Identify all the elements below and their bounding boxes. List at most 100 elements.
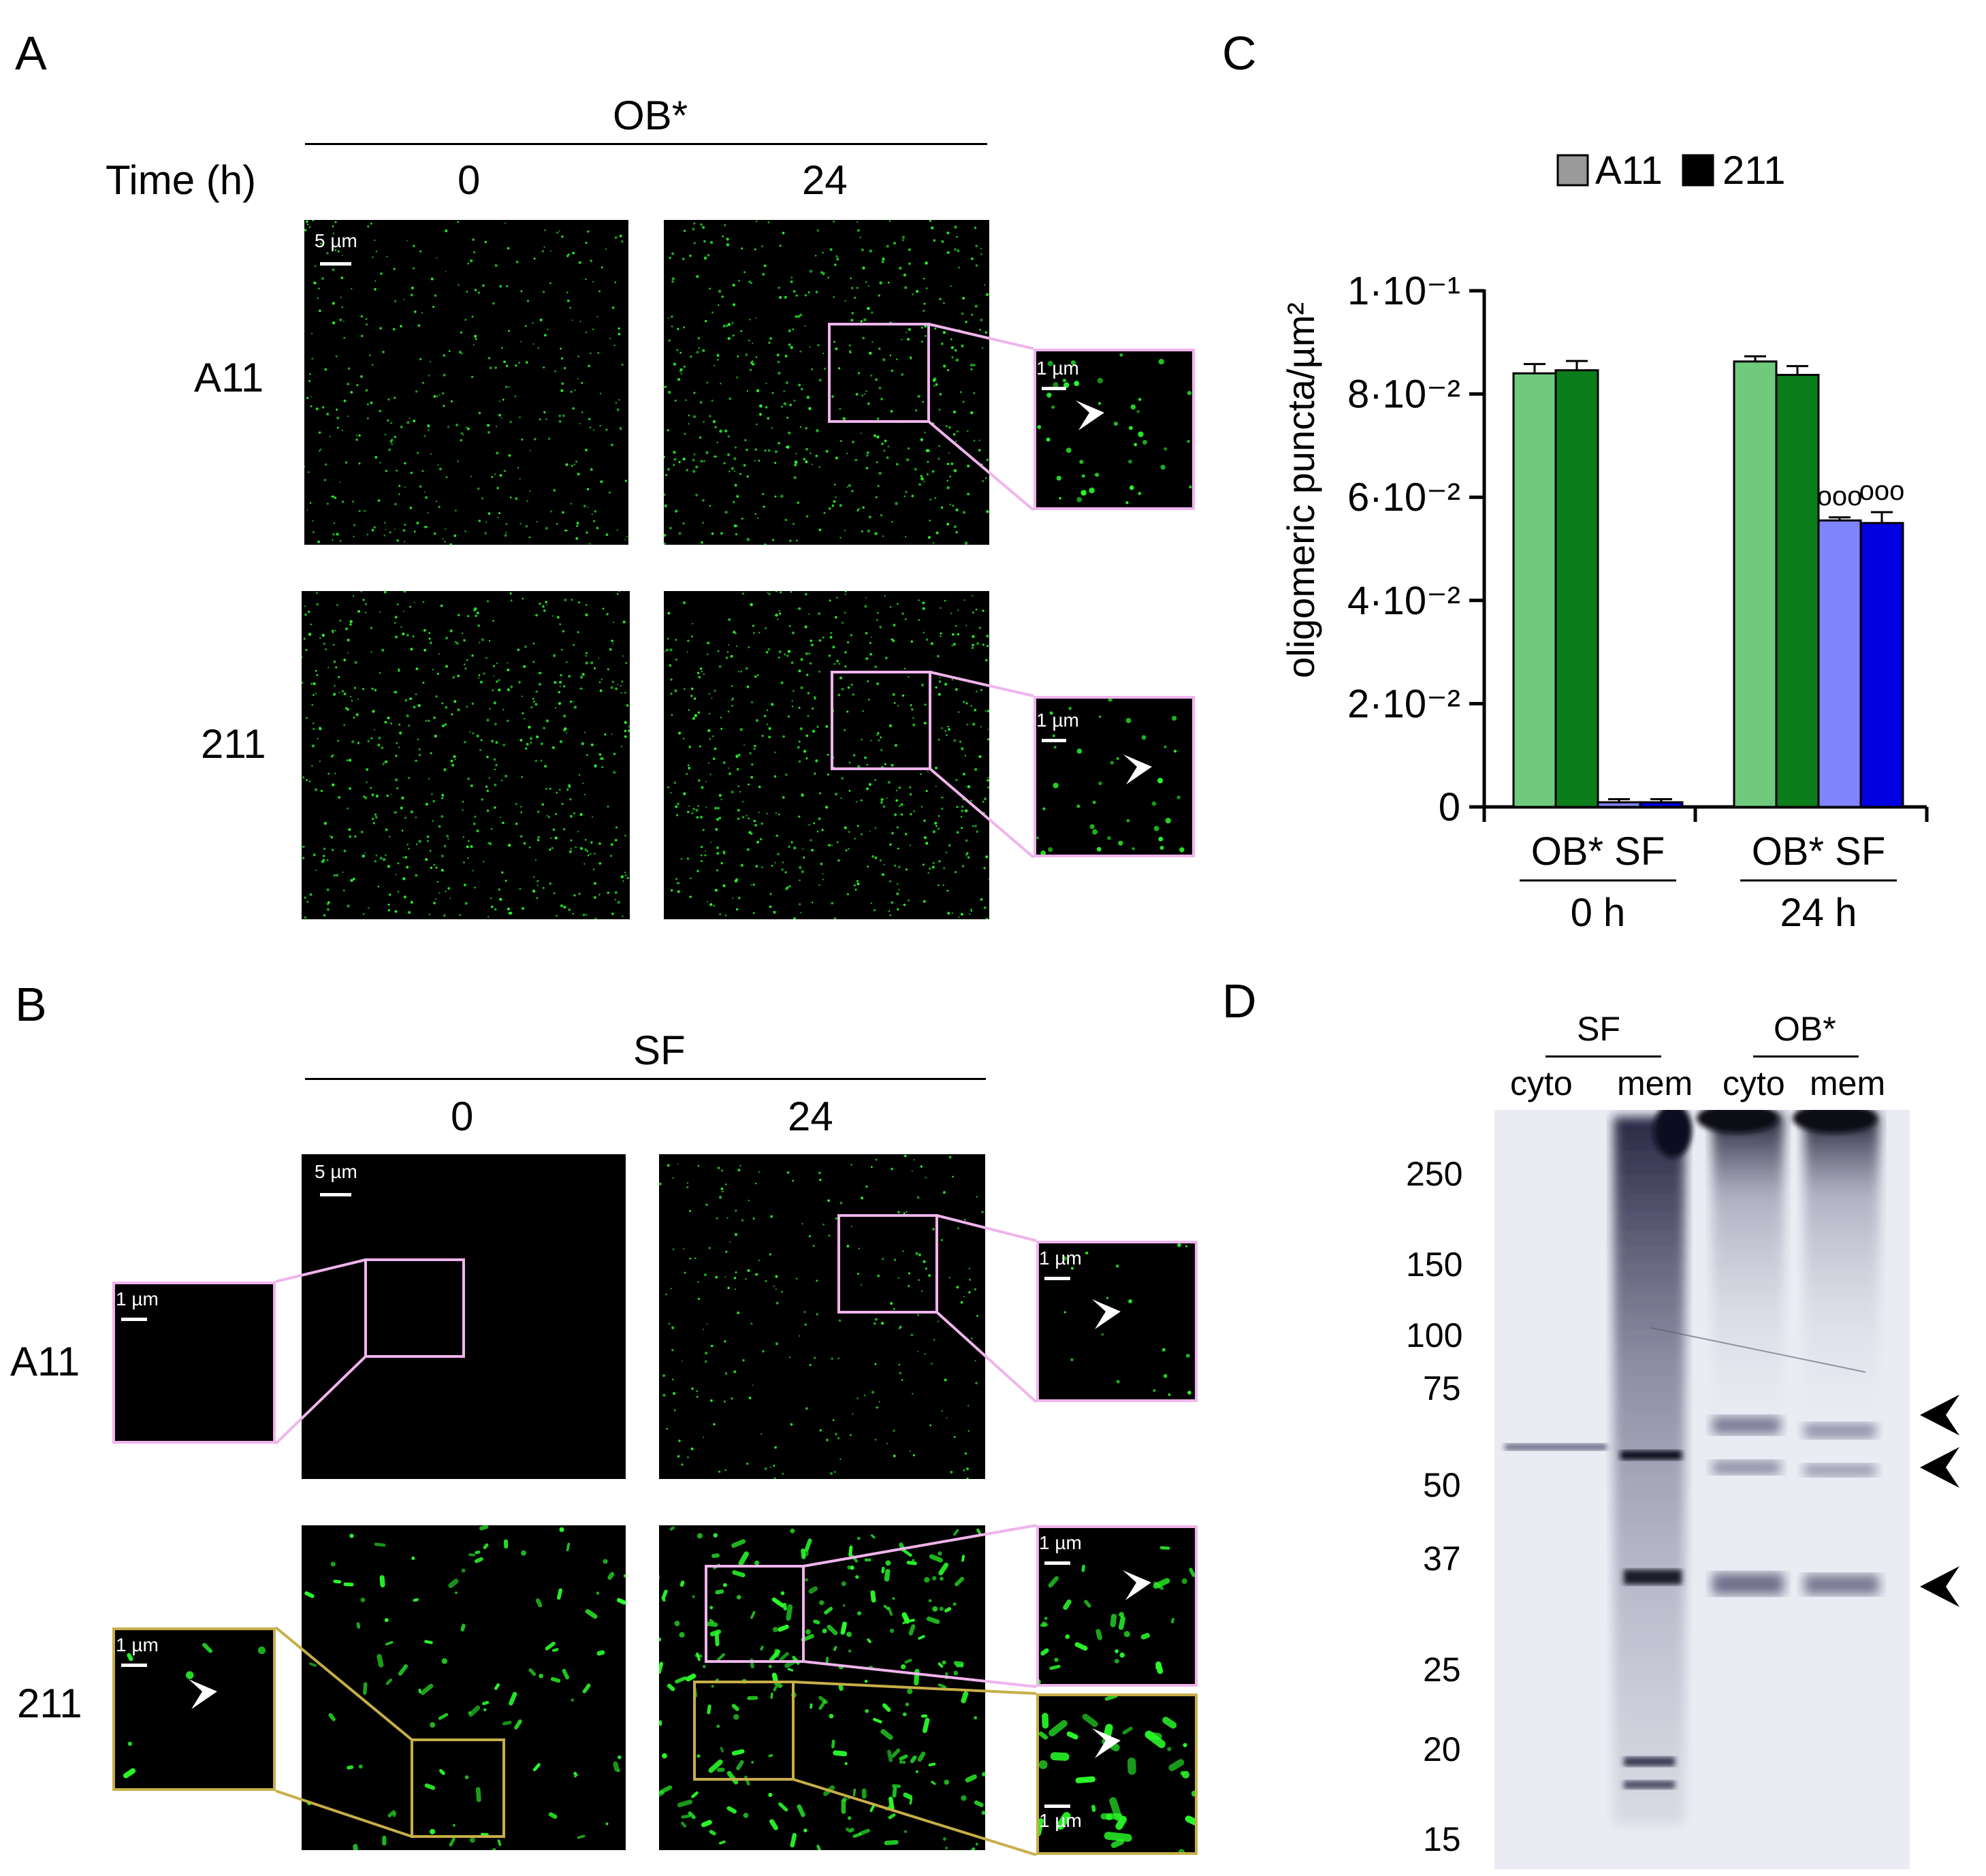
punctum [427,719,430,722]
punctum [850,1164,852,1166]
punctum [429,913,431,916]
punctum [984,477,987,479]
punctum [474,887,476,889]
punctum [810,839,812,842]
punctum [724,1372,728,1375]
punctum [952,912,954,915]
punctum [808,1235,812,1238]
punctum [455,424,459,427]
punctum [680,372,682,375]
punctum [599,689,603,693]
punctum [963,701,965,703]
punctum [528,846,531,848]
punctum [408,910,411,914]
punctum [769,1466,771,1468]
punctum [577,473,580,476]
punctum [958,329,961,332]
punctum [692,458,695,462]
punctum [960,816,963,818]
punctum [536,839,540,842]
punctum [785,887,788,891]
punctum [477,624,481,627]
punctum [951,356,954,359]
punctum [816,1313,818,1316]
punctum [659,1662,664,1674]
punctum [771,1672,778,1683]
punctum [474,334,477,338]
punctum [904,1658,912,1664]
punctum [799,727,803,731]
punctum [443,354,446,357]
punctum [775,591,778,592]
punctum [666,648,669,652]
punctum [735,633,737,635]
punctum [674,689,677,693]
punctum [776,353,780,357]
punctum [890,1302,893,1305]
punctum [323,479,327,481]
punctum [771,864,773,867]
x-condition-label: OB* SF [1752,829,1886,874]
punctum [694,1257,696,1260]
punctum [560,357,564,360]
punctum [736,767,739,771]
punctum [611,733,613,735]
punctum [667,611,671,615]
punctum [823,1785,835,1796]
punctum [731,791,734,794]
punctum [838,1319,842,1322]
punctum [925,638,929,641]
punctum [923,721,927,725]
punctum [438,394,441,396]
punctum [856,287,859,289]
punctum [625,662,628,665]
punctum [1052,734,1055,737]
punctum [545,1641,556,1651]
punctum [498,679,500,682]
punctum [566,788,569,791]
punctum [333,874,336,877]
punctum [487,424,490,427]
punctum [498,688,501,692]
punctum [797,315,801,319]
punctum [943,364,946,368]
punctum [922,607,925,610]
punctum [356,434,358,436]
punctum [874,434,876,437]
punctum [387,865,391,868]
punctum [835,793,838,796]
punctum [946,1417,948,1418]
punctum [607,891,610,894]
punctum [726,1217,728,1219]
punctum [975,608,978,611]
inset-a11-sf-24h [1036,1241,1198,1402]
punctum [782,795,785,799]
punctum [320,789,323,793]
punctum [354,835,357,838]
punctum [363,795,366,798]
punctum [748,817,750,820]
punctum [847,641,850,643]
punctum [1040,850,1046,855]
puncta-layer [302,591,630,919]
punctum [842,621,844,624]
punctum [583,731,586,733]
punctum [582,1683,591,1694]
punctum [348,828,351,831]
punctum [972,594,974,597]
punctum [486,718,490,722]
punctum [343,693,347,695]
punctum [562,414,565,417]
punctum [931,226,934,229]
punctum [984,710,987,712]
punctum [387,419,389,422]
punctum [915,1252,918,1255]
punctum [620,875,624,878]
punctum [950,612,952,614]
punctum [687,639,690,642]
punctum [891,521,893,523]
punctum [961,806,964,808]
punctum [420,1683,434,1696]
punctum [355,439,358,441]
punctum [975,1382,978,1384]
